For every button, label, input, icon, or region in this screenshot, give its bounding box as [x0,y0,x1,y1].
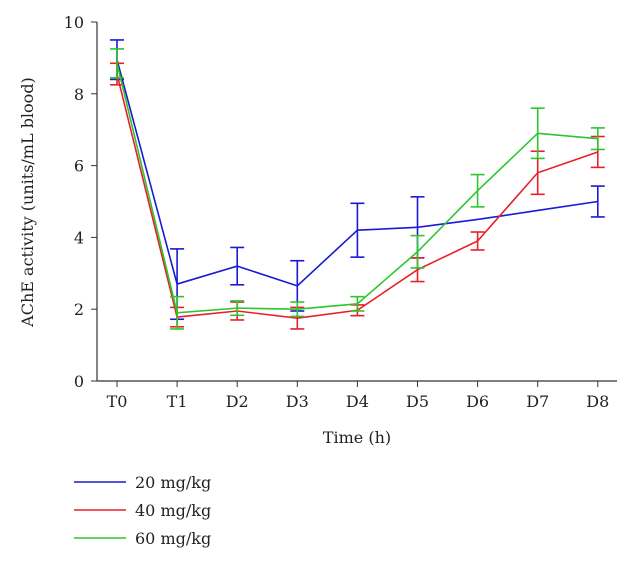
y-tick-label: 6 [74,157,84,176]
series-line-40-mg-kg [116,73,599,319]
legend-label: 20 mg/kg [135,473,211,492]
y-tick-label: 8 [74,85,84,104]
x-tick-label: D8 [586,392,609,411]
error-bar [410,234,425,269]
error-bar [470,173,485,208]
error-bar [170,295,185,330]
legend-label: 40 mg/kg [135,501,211,520]
x-tick-label: T0 [107,392,128,411]
error-bar [470,231,485,251]
error-bar [230,300,245,317]
y-tick-label: 4 [74,228,84,247]
error-bar [110,48,124,79]
x-tick-label: T1 [167,392,188,411]
x-tick-label: D7 [526,392,549,411]
x-tick-label: D3 [286,392,309,411]
x-tick-label: D2 [226,392,249,411]
error-bar [350,295,365,312]
y-tick-label: 2 [74,300,84,319]
error-bar [590,185,605,218]
x-tick-label: D4 [346,392,369,411]
x-tick-label: D5 [406,392,429,411]
y-tick-label: 10 [64,13,84,32]
error-bar [350,202,365,258]
series-line-60-mg-kg [116,63,598,314]
error-bar [290,301,305,318]
error-bar [590,127,605,151]
y-axis-label: AChE activity (units/mL blood) [18,77,37,328]
error-bar [530,107,545,160]
x-axis-label: Time (h) [323,428,391,447]
legend-label: 60 mg/kg [135,529,211,548]
x-tick-label: D6 [466,392,489,411]
legend: 20 mg/kg 40 mg/kg 60 mg/kg [74,473,211,548]
y-tick-label: 0 [74,372,84,391]
error-bar [230,246,245,286]
